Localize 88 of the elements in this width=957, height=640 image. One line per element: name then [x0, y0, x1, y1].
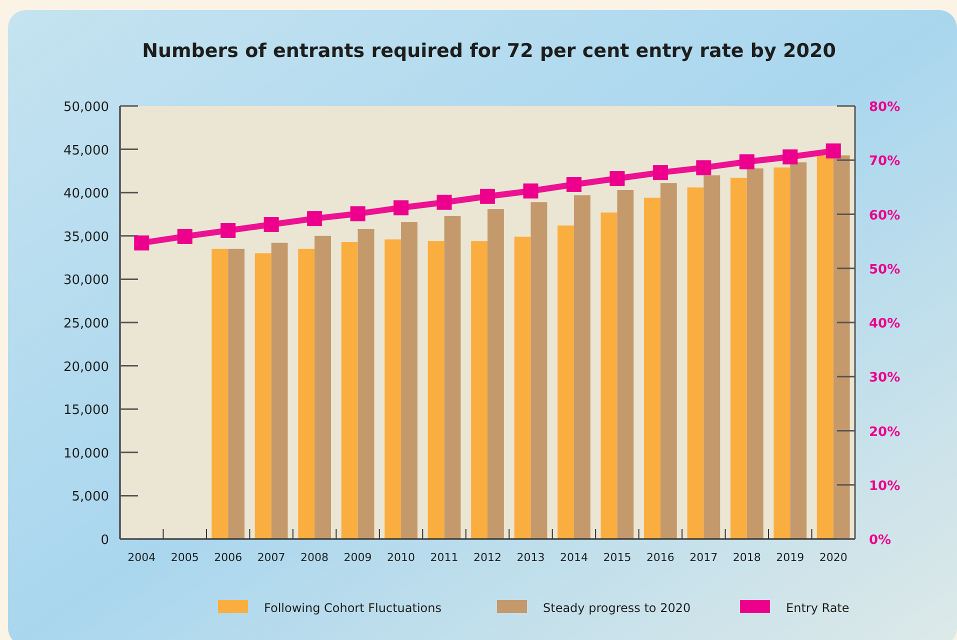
x-tick-label: 2009	[344, 551, 372, 564]
bar	[660, 183, 677, 539]
y2-tick-label: 20%	[869, 424, 900, 440]
y2-tick-label: 50%	[869, 262, 900, 278]
bar	[774, 167, 790, 539]
y2-tick-label: 60%	[869, 208, 900, 224]
y2-tick-label: 10%	[869, 478, 900, 494]
y-tick-label: 5,000	[72, 490, 109, 505]
x-tick-label: 2016	[646, 551, 674, 564]
bar	[644, 198, 660, 539]
x-tick-label: 2012	[474, 551, 502, 564]
bar	[816, 155, 834, 539]
point	[566, 176, 582, 192]
bar	[298, 248, 315, 539]
bar	[687, 187, 704, 539]
point	[610, 171, 625, 186]
legend-label: Following Cohort Fluctuations	[264, 601, 442, 615]
bar	[574, 195, 590, 539]
y-tick-label: 45,000	[64, 143, 109, 158]
bar	[384, 239, 402, 539]
y-tick-label: 10,000	[64, 446, 109, 462]
x-tick-label: 2011	[430, 551, 458, 564]
bar	[358, 228, 374, 539]
x-tick-label: 2019	[776, 551, 804, 564]
point	[177, 228, 192, 244]
legend-label: Entry Rate	[786, 601, 850, 615]
bar	[471, 241, 488, 539]
point	[480, 188, 495, 204]
x-tick-label: 2013	[516, 551, 545, 564]
chart-title: Numbers of entrants required for 72 per cent entry rate by 2020	[142, 40, 836, 62]
bar	[428, 241, 444, 539]
bar	[228, 248, 245, 539]
bar	[271, 242, 288, 539]
y2-tick-label: 30%	[869, 370, 900, 386]
bar	[341, 242, 358, 539]
x-tick-label: 2014	[560, 551, 588, 564]
bar	[488, 209, 504, 539]
bar	[617, 190, 634, 539]
bar	[790, 162, 807, 539]
bar	[514, 236, 531, 539]
y2-tick-label: 70%	[869, 154, 900, 170]
x-tick-label: 2005	[170, 551, 199, 564]
bar	[530, 202, 548, 539]
y-tick-label: 40,000	[64, 186, 109, 202]
bar	[314, 236, 331, 539]
point	[826, 143, 841, 158]
bar	[600, 212, 618, 539]
y-tick-label: 35,000	[64, 230, 109, 245]
point	[307, 211, 322, 226]
y-tick-label: 30,000	[64, 273, 109, 288]
y-tick-label: 20,000	[64, 360, 109, 375]
point	[523, 183, 538, 198]
point	[394, 200, 409, 216]
point	[782, 149, 798, 164]
x-tick-label: 2020	[819, 551, 848, 564]
x-tick-label: 2007	[257, 551, 286, 564]
bar	[746, 168, 764, 539]
bar	[558, 226, 574, 539]
point	[652, 165, 668, 180]
point	[264, 217, 279, 232]
x-tick-label: 2004	[128, 551, 156, 564]
bar	[444, 216, 461, 539]
point	[220, 222, 236, 238]
x-tick-label: 2010	[387, 551, 416, 564]
y2-tick-label: 40%	[869, 316, 900, 332]
y-tick-label: 50,000	[64, 100, 109, 115]
point	[350, 206, 366, 222]
bar	[704, 175, 720, 539]
point	[134, 235, 150, 250]
y-tick-label: 0	[100, 533, 109, 548]
legend-label: Steady progress to 2020	[543, 601, 691, 615]
point	[436, 194, 452, 210]
x-tick-label: 2006	[214, 551, 242, 564]
bar	[730, 178, 747, 539]
y2-tick-label: 0%	[869, 533, 892, 548]
y-tick-label: 25,000	[64, 316, 109, 332]
x-tick-label: 2017	[690, 551, 718, 564]
bar	[833, 155, 850, 539]
bar	[254, 253, 272, 539]
point	[696, 160, 712, 176]
bar	[212, 248, 228, 539]
x-tick-label: 2018	[732, 551, 761, 564]
x-tick-label: 2015	[603, 551, 632, 564]
bar	[401, 222, 418, 539]
y-tick-label: 15,000	[64, 403, 109, 418]
x-tick-label: 2008	[300, 551, 329, 564]
y2-tick-label: 80%	[869, 100, 900, 115]
point	[739, 154, 754, 170]
